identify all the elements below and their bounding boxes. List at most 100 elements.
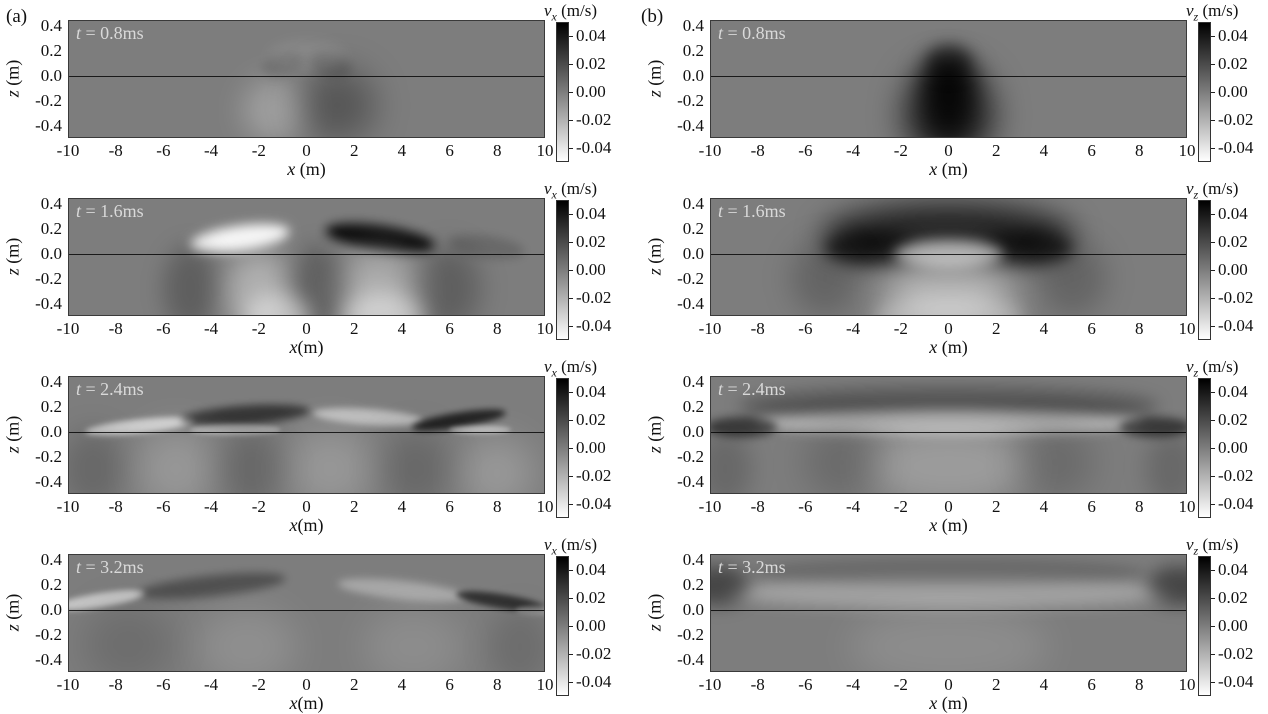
x-tick-label: -10 xyxy=(698,319,722,338)
x-tick-label: -4 xyxy=(846,497,861,516)
wave-feature xyxy=(884,250,1013,315)
colorbar xyxy=(1198,378,1211,518)
time-label: t = 0.8ms xyxy=(718,23,786,44)
rest-text: (m/s) xyxy=(556,179,598,198)
rest-text: = 3.2ms xyxy=(81,557,144,577)
colorbar-tick-mark xyxy=(1211,270,1215,271)
colorbar-tick-mark xyxy=(569,682,573,683)
y-tick-label: 0.2 xyxy=(40,397,62,417)
time-label: t = 1.6ms xyxy=(76,201,144,222)
x-tick-label: -4 xyxy=(204,497,219,516)
x-tick-label: 6 xyxy=(445,319,454,338)
var-text: z xyxy=(644,90,665,98)
x-tick-label: -4 xyxy=(204,319,219,338)
surface-line xyxy=(69,431,544,433)
var-text: x xyxy=(289,693,298,713)
var-text: t xyxy=(76,201,82,221)
rest-text: = 1.6ms xyxy=(81,201,144,221)
var-text: t xyxy=(76,23,82,43)
colorbar-tick-label: 0.00 xyxy=(1218,82,1248,101)
rest-text: (m) xyxy=(644,59,665,91)
x-tick-label: 4 xyxy=(1039,675,1049,694)
colorbar-tick-label: -0.02 xyxy=(576,288,612,307)
colorbar-tick-label: 0.02 xyxy=(1218,588,1248,607)
x-tick-label: 10 xyxy=(536,675,554,694)
colorbar-tick-mark xyxy=(1211,504,1215,505)
colorbar-title: vx (m/s) xyxy=(544,535,634,558)
var-text: v xyxy=(1186,357,1194,376)
rest-text: (m) xyxy=(937,693,968,713)
y-axis-label: z (m) xyxy=(645,207,666,307)
heatmap-a-16: t = 1.6ms xyxy=(68,198,545,316)
colorbar xyxy=(556,556,569,696)
x-tick-label: -8 xyxy=(108,497,123,516)
rest-text: = 1.6ms xyxy=(723,201,786,221)
wave-feature xyxy=(921,54,976,110)
x-tick-label: 2 xyxy=(349,675,359,694)
var-text: v xyxy=(544,535,552,554)
panel-b-08: t = 0.8ms 0.4 0.2 0.0 -0.2 -0.4 z (m) -10 -8 -6 -4… xyxy=(634,0,1268,179)
x-tick-label: 8 xyxy=(493,141,502,160)
x-tick-label: 2 xyxy=(991,497,1001,516)
y-tick-label: -0.2 xyxy=(35,446,62,466)
y-tick-label: 0.4 xyxy=(40,550,62,570)
rest-text: (m/s) xyxy=(556,357,598,376)
x-tick-label: 10 xyxy=(1178,141,1196,160)
time-label: t = 2.4ms xyxy=(76,379,144,400)
x-tick-label: -10 xyxy=(698,497,722,516)
colorbar-tick-mark xyxy=(1211,214,1215,215)
x-tick-label: 10 xyxy=(1178,319,1196,338)
x-tick-label: 6 xyxy=(1087,319,1096,338)
wave-feature xyxy=(711,431,752,493)
panel-b-24: t = 2.4ms 0.4 0.2 0.0 -0.2 -0.4 z (m) -10 -8 -6 -4… xyxy=(634,356,1268,535)
colorbar-tick-mark xyxy=(569,148,573,149)
rest-text: (m) xyxy=(2,593,23,625)
wave-feature xyxy=(1147,565,1186,606)
x-tick-label: -8 xyxy=(750,675,765,694)
colorbar-tick-mark xyxy=(569,598,573,599)
var-text: v xyxy=(544,357,552,376)
var-text: x xyxy=(289,515,298,535)
colorbar-tick-mark xyxy=(1211,392,1215,393)
wave-feature xyxy=(872,297,1025,315)
colorbar-tick-mark xyxy=(1211,298,1215,299)
x-tick-label: -10 xyxy=(698,141,722,160)
var-text: t xyxy=(718,379,724,399)
x-tick-label: 8 xyxy=(1135,497,1144,516)
var-text: t xyxy=(76,557,82,577)
colorbar-tick-label: 0.00 xyxy=(576,260,606,279)
x-tick-label: -10 xyxy=(56,141,80,160)
var-text: z xyxy=(2,624,23,632)
y-tick-label: 0.0 xyxy=(40,421,62,441)
x-tick-label: -6 xyxy=(156,675,171,694)
wave-feature xyxy=(244,295,312,315)
var-text: z xyxy=(2,446,23,454)
surface-line xyxy=(69,609,544,611)
colorbar-tick-label: 0.00 xyxy=(576,616,606,635)
heatmap-a-08: t = 0.8ms xyxy=(68,20,545,138)
x-tick-label: -10 xyxy=(698,675,722,694)
x-tick-label: -4 xyxy=(846,675,861,694)
y-tick-label: 0.4 xyxy=(40,372,62,392)
x-tick-label: -10 xyxy=(56,497,80,516)
y-axis-label: z (m) xyxy=(3,563,24,663)
colorbar-tick-mark xyxy=(1211,682,1215,683)
sub-text: z xyxy=(1193,187,1199,202)
colorbar-tick-label: 0.02 xyxy=(1218,232,1248,251)
colorbar-title: vx (m/s) xyxy=(544,357,634,380)
wave-feature xyxy=(197,606,298,671)
colorbar-title: vz (m/s) xyxy=(1186,179,1268,202)
x-tick-label: 0 xyxy=(302,141,311,160)
wave-feature xyxy=(69,428,124,493)
colorbar-tick-label: -0.02 xyxy=(1218,110,1254,129)
x-tick-label: 6 xyxy=(445,497,454,516)
colorbar xyxy=(556,378,569,518)
wave-feature xyxy=(418,245,480,315)
x-tick-label: 6 xyxy=(1087,675,1096,694)
var-text: t xyxy=(718,23,724,43)
x-axis-label: x (m) xyxy=(257,159,357,180)
colorbar-tick-label: -0.02 xyxy=(1218,644,1254,663)
y-tick-label: 0.0 xyxy=(682,243,704,263)
y-tick-label: 0.2 xyxy=(682,575,704,595)
y-tick-label: 0.4 xyxy=(682,16,704,36)
